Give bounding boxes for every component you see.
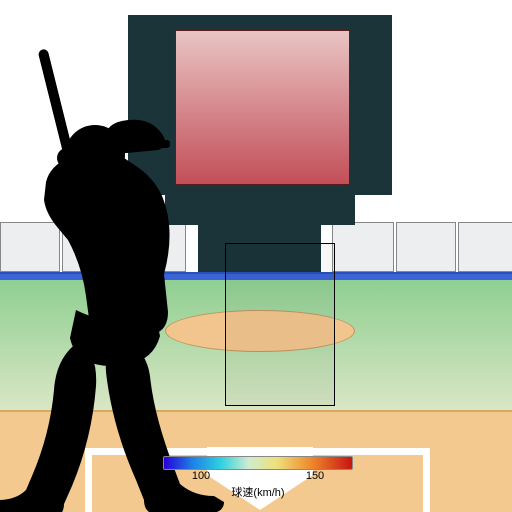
stand-section bbox=[396, 222, 456, 272]
colorbar-tick-label: 150 bbox=[306, 470, 324, 482]
speed-colorbar-legend: 100 150 球速(km/h) bbox=[163, 456, 353, 500]
batters-box-line bbox=[423, 448, 430, 512]
pitch-chart-canvas: 100 150 球速(km/h) bbox=[0, 0, 512, 512]
colorbar-tick-label: 100 bbox=[192, 470, 210, 482]
colorbar-ticks: 100 150 bbox=[163, 470, 353, 484]
colorbar-gradient bbox=[163, 456, 353, 470]
colorbar-axis-label: 球速(km/h) bbox=[163, 484, 353, 500]
batter-silhouette bbox=[0, 40, 360, 512]
stand-section bbox=[458, 222, 512, 272]
